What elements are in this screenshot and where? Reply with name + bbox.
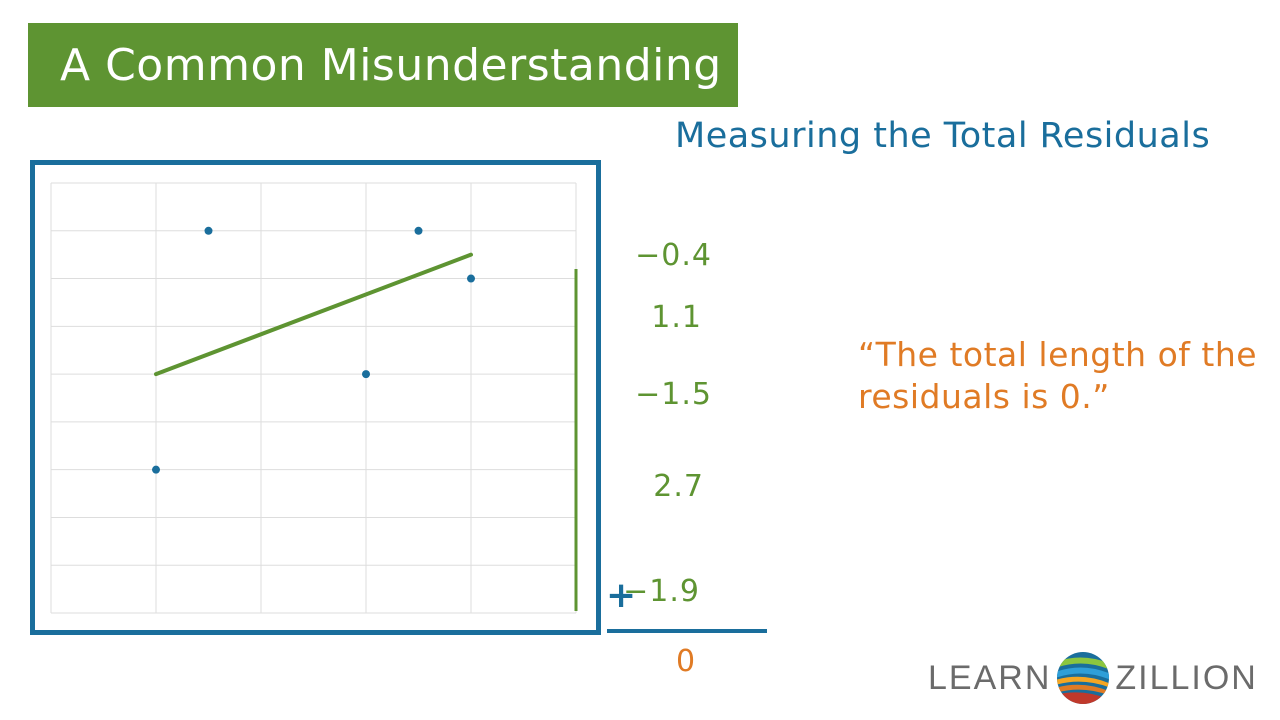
residual-value: −0.4 <box>635 238 712 273</box>
misconception-quote: “The total length of the residuals is 0.… <box>858 335 1258 416</box>
scatter-plot <box>50 182 577 614</box>
residual-value: 1.1 <box>651 300 702 335</box>
sum-line <box>607 629 767 633</box>
data-point <box>467 274 475 283</box>
brand-part1: LEARN <box>928 658 1052 697</box>
data-point <box>204 226 213 235</box>
sum-value: 0 <box>676 644 696 679</box>
plus-sign: + <box>606 575 637 616</box>
graph-frame <box>30 160 601 635</box>
title-banner: A Common Misunderstanding <box>28 23 738 107</box>
data-point <box>414 226 423 235</box>
page-title: A Common Misunderstanding <box>60 39 722 91</box>
data-point <box>152 465 160 474</box>
residual-value: 2.7 <box>653 469 704 504</box>
learnzillion-logo: LEARN ZILLION <box>928 650 1258 706</box>
brand-part2: ZILLION <box>1115 658 1258 697</box>
globe-icon <box>1057 652 1110 704</box>
residual-value: −1.9 <box>623 574 700 609</box>
residual-bar <box>574 269 578 611</box>
data-point <box>362 370 370 379</box>
residual-value: −1.5 <box>635 377 712 412</box>
line-of-fit <box>154 252 473 377</box>
subtitle: Measuring the Total Residuals <box>675 116 1211 156</box>
